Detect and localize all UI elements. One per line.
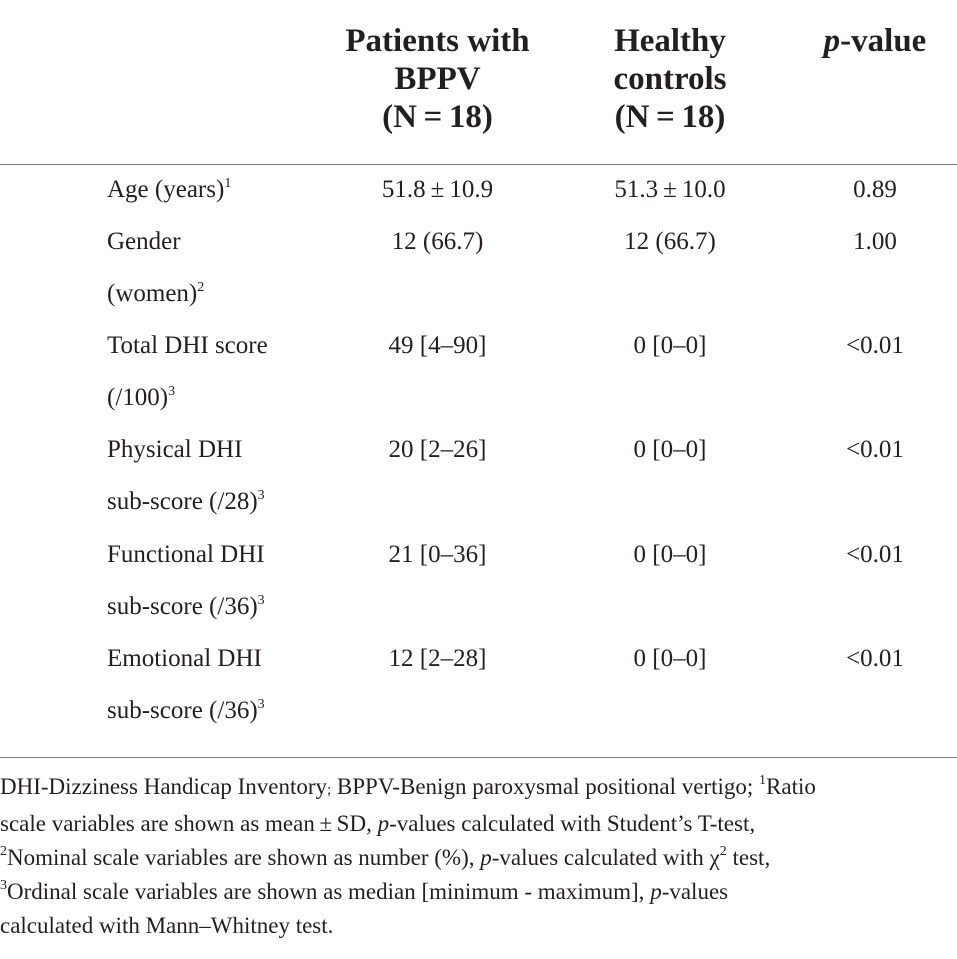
cell-controls: 12 (66.7) — [624, 228, 716, 255]
row-label: Age (years)1 — [107, 176, 232, 203]
row-label-line2: sub-score (/36)3 — [107, 593, 265, 620]
header-patients: Patients with BPPV (N = 18) — [320, 22, 555, 136]
header-controls-line1: Healthy — [614, 23, 726, 59]
cell-pvalue: <0.01 — [846, 436, 904, 463]
cell-patients: 21 [0–36] — [388, 541, 487, 568]
row-label: Total DHI score — [107, 332, 268, 359]
cell-patients: 12 [2–28] — [388, 645, 487, 672]
header-patients-line2: BPPV — [394, 61, 481, 97]
cell-pvalue: 0.89 — [853, 176, 897, 203]
cell-patients: 20 [2–26] — [388, 436, 487, 463]
table-footnote: DHI-Dizziness Handicap Inventory; BPPV-B… — [0, 770, 950, 943]
header-controls: Healthy controls (N = 18) — [585, 22, 755, 136]
header-pvalue-rest: -value — [840, 23, 927, 59]
footnote-line: calculated with Mann–Whitney test. — [0, 913, 334, 938]
header-controls-line3: (N = 18) — [614, 99, 726, 135]
footnote-ref: 3 — [257, 488, 265, 503]
cell-controls: 51.3 ± 10.0 — [614, 176, 726, 203]
row-label: Emotional DHI — [107, 645, 262, 672]
cell-pvalue: 1.00 — [853, 228, 897, 255]
cell-controls: 0 [0–0] — [633, 332, 707, 359]
footnote-line: scale variables are shown as mean ± SD, … — [0, 811, 756, 836]
header-pvalue-italic: p — [823, 23, 841, 59]
row-label-line2: (/100)3 — [107, 384, 176, 411]
footnote-ref: 3 — [257, 593, 265, 608]
header-patients-line3: (N = 18) — [382, 99, 493, 135]
row-label-line2: sub-score (/28)3 — [107, 488, 265, 515]
footnote-ref: 2 — [197, 280, 205, 295]
header-pvalue: p-value — [800, 22, 950, 60]
cell-pvalue: <0.01 — [846, 645, 904, 672]
header-pvalue-label: p-value — [800, 22, 950, 60]
cell-patients: 12 (66.7) — [391, 228, 484, 255]
row-label-line2: sub-score (/36)3 — [107, 697, 265, 724]
cell-pvalue: <0.01 — [846, 541, 904, 568]
header-rule — [0, 164, 957, 165]
cell-controls: 0 [0–0] — [633, 645, 707, 672]
row-label-line2: (women)2 — [107, 280, 205, 307]
bottom-rule — [0, 757, 957, 758]
footnote-ref: 1 — [224, 176, 232, 191]
cell-patients: 49 [4–90] — [388, 332, 487, 359]
footnote-line: 3Ordinal scale variables are shown as me… — [0, 878, 729, 905]
row-label: Physical DHI — [107, 436, 243, 463]
footnote-ref: 3 — [168, 384, 176, 399]
cell-patients: 51.8 ± 10.9 — [381, 176, 494, 203]
row-label: Gender — [107, 228, 181, 255]
header-controls-line2: controls — [613, 61, 727, 97]
footnote-line: 2Nominal scale variables are shown as nu… — [0, 844, 771, 871]
header-patients-line1: Patients with — [345, 23, 530, 59]
footnote-line: DHI-Dizziness Handicap Inventory; BPPV-B… — [0, 773, 816, 800]
cell-controls: 0 [0–0] — [633, 436, 707, 463]
cell-controls: 0 [0–0] — [633, 541, 707, 568]
row-label: Functional DHI — [107, 541, 265, 568]
footnote-ref: 3 — [257, 697, 265, 712]
cell-pvalue: <0.01 — [846, 332, 904, 359]
